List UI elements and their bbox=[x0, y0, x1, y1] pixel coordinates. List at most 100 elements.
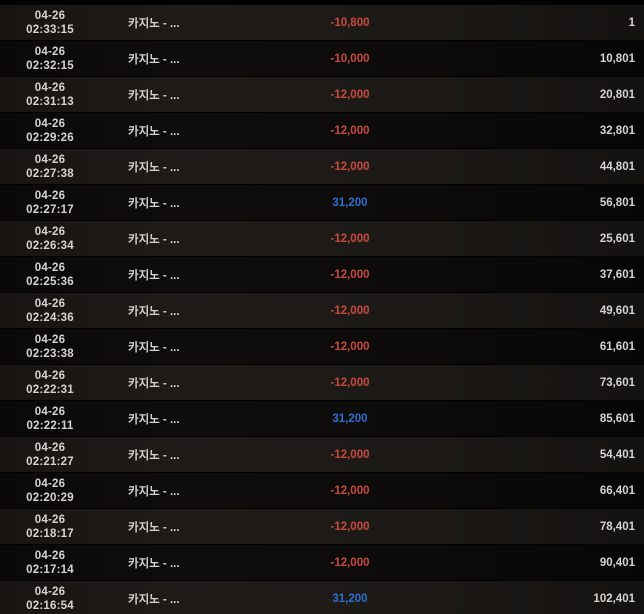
transaction-date: 04-26 bbox=[34, 441, 66, 454]
transaction-row: 04-26 02:29:26 카지노 - ... -12,000 32,801 bbox=[0, 113, 644, 148]
datetime-cell: 04-26 02:29:26 bbox=[0, 117, 100, 145]
balance-after: 10,801 bbox=[599, 52, 635, 65]
game-name: 카지노 - ... bbox=[128, 593, 180, 606]
transaction-date: 04-26 bbox=[34, 369, 66, 382]
transaction-amount: 31,200 bbox=[332, 412, 368, 425]
datetime-cell: 04-26 02:33:15 bbox=[0, 9, 100, 37]
transaction-time: 02:27:17 bbox=[26, 203, 74, 216]
datetime-cell: 04-26 02:24:36 bbox=[0, 297, 100, 325]
bet-history-rows: 04-26 02:33:15 카지노 - ... -10,800 1 04-26… bbox=[0, 5, 644, 614]
datetime-cell: 04-26 02:23:38 bbox=[0, 333, 100, 361]
datetime-cell: 04-26 02:32:15 bbox=[0, 45, 100, 73]
transaction-date: 04-26 bbox=[34, 405, 66, 418]
datetime-cell: 04-26 02:21:27 bbox=[0, 441, 100, 469]
balance-after: 102,401 bbox=[593, 592, 635, 605]
transaction-amount: -12,000 bbox=[330, 268, 370, 281]
datetime-cell: 04-26 02:22:11 bbox=[0, 405, 100, 433]
transaction-amount: -12,000 bbox=[330, 88, 370, 101]
transaction-amount: -12,000 bbox=[330, 124, 370, 137]
transaction-amount: -12,000 bbox=[330, 556, 370, 569]
game-name: 카지노 - ... bbox=[128, 161, 180, 174]
transaction-amount: -12,000 bbox=[330, 304, 370, 317]
transaction-date: 04-26 bbox=[34, 45, 66, 58]
transaction-amount: -12,000 bbox=[330, 232, 370, 245]
balance-after: 90,401 bbox=[599, 556, 635, 569]
transaction-amount: -12,000 bbox=[330, 448, 370, 461]
transaction-date: 04-26 bbox=[34, 81, 66, 94]
game-name: 카지노 - ... bbox=[128, 53, 180, 66]
transaction-time: 02:27:38 bbox=[26, 167, 74, 180]
game-name: 카지노 - ... bbox=[128, 413, 180, 426]
transaction-date: 04-26 bbox=[34, 225, 66, 238]
transaction-date: 04-26 bbox=[34, 549, 66, 562]
transaction-date: 04-26 bbox=[34, 261, 66, 274]
transaction-row: 04-26 02:18:17 카지노 - ... -12,000 78,401 bbox=[0, 509, 644, 544]
game-name: 카지노 - ... bbox=[128, 341, 180, 354]
transaction-time: 02:20:29 bbox=[26, 491, 74, 504]
game-name: 카지노 - ... bbox=[128, 557, 180, 570]
datetime-cell: 04-26 02:26:34 bbox=[0, 225, 100, 253]
transaction-time: 02:16:54 bbox=[26, 599, 74, 612]
datetime-cell: 04-26 02:20:29 bbox=[0, 477, 100, 505]
datetime-cell: 04-26 02:27:38 bbox=[0, 153, 100, 181]
transaction-amount: -12,000 bbox=[330, 520, 370, 533]
balance-after: 66,401 bbox=[599, 484, 635, 497]
transaction-time: 02:21:27 bbox=[26, 455, 74, 468]
transaction-row: 04-26 02:22:11 카지노 - ... 31,200 85,601 bbox=[0, 401, 644, 436]
balance-after: 85,601 bbox=[599, 412, 635, 425]
game-name: 카지노 - ... bbox=[128, 89, 180, 102]
transaction-date: 04-26 bbox=[34, 9, 66, 22]
transaction-time: 02:18:17 bbox=[26, 527, 74, 540]
transaction-row: 04-26 02:26:34 카지노 - ... -12,000 25,601 bbox=[0, 221, 644, 256]
balance-after: 1 bbox=[628, 16, 635, 29]
balance-after: 20,801 bbox=[599, 88, 635, 101]
datetime-cell: 04-26 02:18:17 bbox=[0, 513, 100, 541]
game-name: 카지노 - ... bbox=[128, 233, 180, 246]
transaction-date: 04-26 bbox=[34, 513, 66, 526]
game-name: 카지노 - ... bbox=[128, 449, 180, 462]
transaction-time: 02:31:13 bbox=[26, 95, 74, 108]
transaction-time: 02:26:34 bbox=[26, 239, 74, 252]
transaction-row: 04-26 02:25:36 카지노 - ... -12,000 37,601 bbox=[0, 257, 644, 292]
transaction-row: 04-26 02:32:15 카지노 - ... -10,000 10,801 bbox=[0, 41, 644, 76]
transaction-time: 02:24:36 bbox=[26, 311, 74, 324]
datetime-cell: 04-26 02:25:36 bbox=[0, 261, 100, 289]
transaction-time: 02:33:15 bbox=[26, 23, 74, 36]
transaction-time: 02:23:38 bbox=[26, 347, 74, 360]
transaction-row: 04-26 02:22:31 카지노 - ... -12,000 73,601 bbox=[0, 365, 644, 400]
game-name: 카지노 - ... bbox=[128, 305, 180, 318]
datetime-cell: 04-26 02:16:54 bbox=[0, 585, 100, 613]
transaction-date: 04-26 bbox=[34, 333, 66, 346]
balance-after: 54,401 bbox=[599, 448, 635, 461]
datetime-cell: 04-26 02:27:17 bbox=[0, 189, 100, 217]
transaction-time: 02:25:36 bbox=[26, 275, 74, 288]
transaction-amount: -12,000 bbox=[330, 484, 370, 497]
transaction-date: 04-26 bbox=[34, 117, 66, 130]
transaction-date: 04-26 bbox=[34, 189, 66, 202]
balance-after: 32,801 bbox=[599, 124, 635, 137]
transaction-row: 04-26 02:16:54 카지노 - ... 31,200 102,401 bbox=[0, 581, 644, 614]
balance-after: 25,601 bbox=[599, 232, 635, 245]
transaction-time: 02:32:15 bbox=[26, 59, 74, 72]
balance-after: 56,801 bbox=[599, 196, 635, 209]
game-name: 카지노 - ... bbox=[128, 17, 180, 30]
transaction-amount: -10,000 bbox=[330, 52, 370, 65]
transaction-amount: 31,200 bbox=[332, 196, 368, 209]
game-name: 카지노 - ... bbox=[128, 197, 180, 210]
transaction-amount: -12,000 bbox=[330, 376, 370, 389]
transaction-row: 04-26 02:23:38 카지노 - ... -12,000 61,601 bbox=[0, 329, 644, 364]
game-name: 카지노 - ... bbox=[128, 377, 180, 390]
datetime-cell: 04-26 02:31:13 bbox=[0, 81, 100, 109]
transaction-time: 02:22:31 bbox=[26, 383, 74, 396]
balance-after: 49,601 bbox=[599, 304, 635, 317]
transaction-amount: -12,000 bbox=[330, 160, 370, 173]
transaction-date: 04-26 bbox=[34, 477, 66, 490]
transaction-row: 04-26 02:27:17 카지노 - ... 31,200 56,801 bbox=[0, 185, 644, 220]
transaction-time: 02:17:14 bbox=[26, 563, 74, 576]
balance-after: 61,601 bbox=[599, 340, 635, 353]
balance-after: 37,601 bbox=[599, 268, 635, 281]
balance-after: 78,401 bbox=[599, 520, 635, 533]
transaction-row: 04-26 02:31:13 카지노 - ... -12,000 20,801 bbox=[0, 77, 644, 112]
transaction-time: 02:22:11 bbox=[26, 419, 74, 432]
